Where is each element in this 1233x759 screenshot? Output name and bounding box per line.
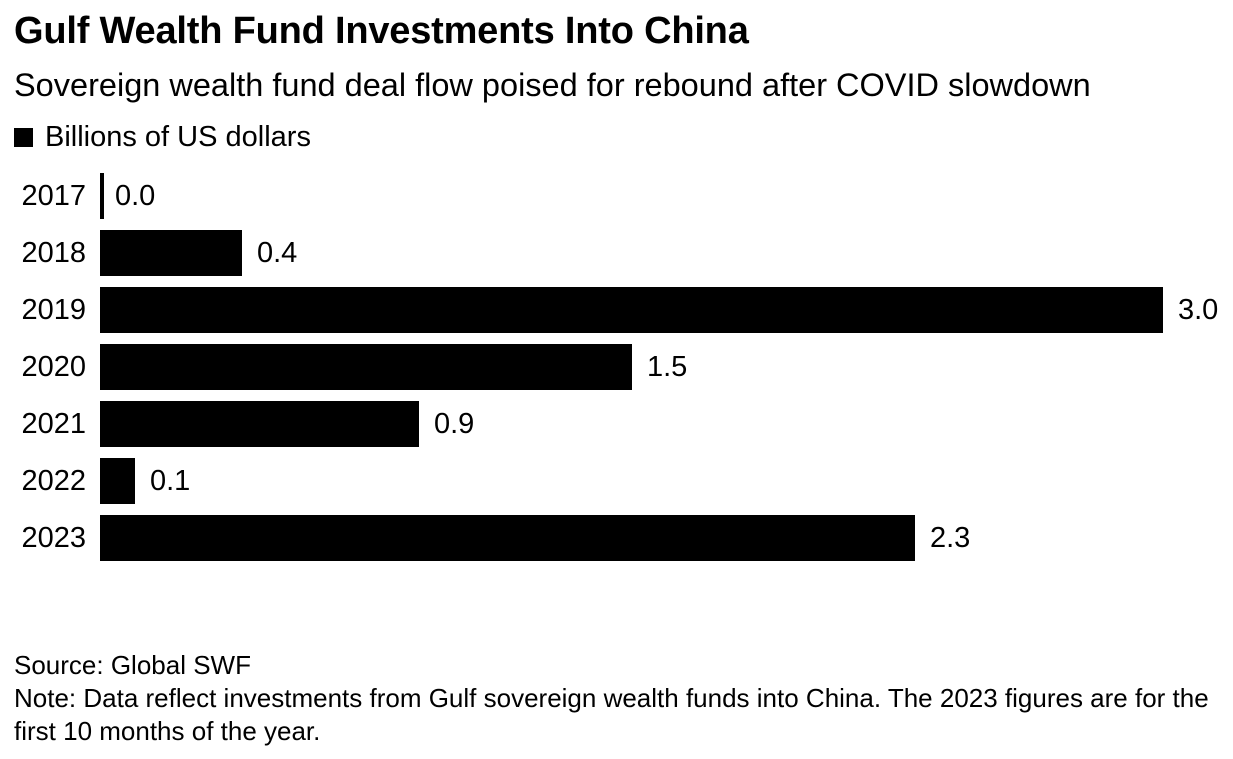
bar-track: 2.3: [100, 515, 1233, 561]
bar-track: 1.5: [100, 344, 1233, 390]
bar-track: 3.0: [100, 287, 1233, 333]
chart-row: 2021 0.9: [0, 401, 1233, 447]
legend-swatch-icon: [14, 127, 33, 147]
bar-track: 0.0: [100, 173, 1233, 219]
category-label: 2019: [21, 294, 86, 326]
chart-row: 2022 0.1: [0, 458, 1233, 504]
bar-track: 0.4: [100, 230, 1233, 276]
category-label: 2018: [21, 237, 86, 269]
chart-row: 2019 3.0: [0, 287, 1233, 333]
bar-track: 0.9: [100, 401, 1233, 447]
axis-tick: [100, 230, 104, 276]
value-label: 0.9: [434, 408, 475, 440]
legend-label: Billions of US dollars: [45, 121, 311, 153]
legend: Billions of US dollars: [14, 121, 311, 153]
chart-row: 2023 2.3: [0, 515, 1233, 561]
chart-row: 2017 0.0: [0, 173, 1233, 219]
value-label: 0.0: [115, 180, 156, 212]
value-label: 0.4: [257, 237, 298, 269]
value-label: 3.0: [1178, 294, 1219, 326]
category-label: 2021: [21, 408, 86, 440]
footer: Source: Global SWF Note: Data reflect in…: [14, 649, 1219, 748]
value-label: 1.5: [647, 351, 688, 383]
chart-title: Gulf Wealth Fund Investments Into China: [14, 10, 749, 52]
source-text: Source: Global SWF: [14, 650, 251, 680]
bar: [100, 287, 1163, 333]
category-label: 2017: [21, 180, 86, 212]
bar: [100, 515, 915, 561]
bar: [100, 230, 242, 276]
note-text: Note: Data reflect investments from Gulf…: [14, 683, 1209, 746]
bar: [100, 458, 135, 504]
chart-row: 2020 1.5: [0, 344, 1233, 390]
category-label: 2023: [21, 522, 86, 554]
bar-chart: 2017 0.0 2018 0.4 2019 3.0 2020 1.5 2021 0.9 2022 0…: [0, 173, 1233, 572]
axis-tick: [100, 344, 104, 390]
category-label: 2020: [21, 351, 86, 383]
bar: [100, 401, 419, 447]
bar-track: 0.1: [100, 458, 1233, 504]
axis-tick: [100, 401, 104, 447]
bar: [100, 344, 632, 390]
chart-subtitle: Sovereign wealth fund deal flow poised f…: [14, 67, 1091, 103]
value-label: 2.3: [930, 522, 971, 554]
axis-tick: [100, 458, 104, 504]
chart-row: 2018 0.4: [0, 230, 1233, 276]
value-label: 0.1: [150, 465, 191, 497]
category-label: 2022: [21, 465, 86, 497]
axis-tick: [100, 515, 104, 561]
axis-tick: [100, 173, 104, 219]
axis-tick: [100, 287, 104, 333]
